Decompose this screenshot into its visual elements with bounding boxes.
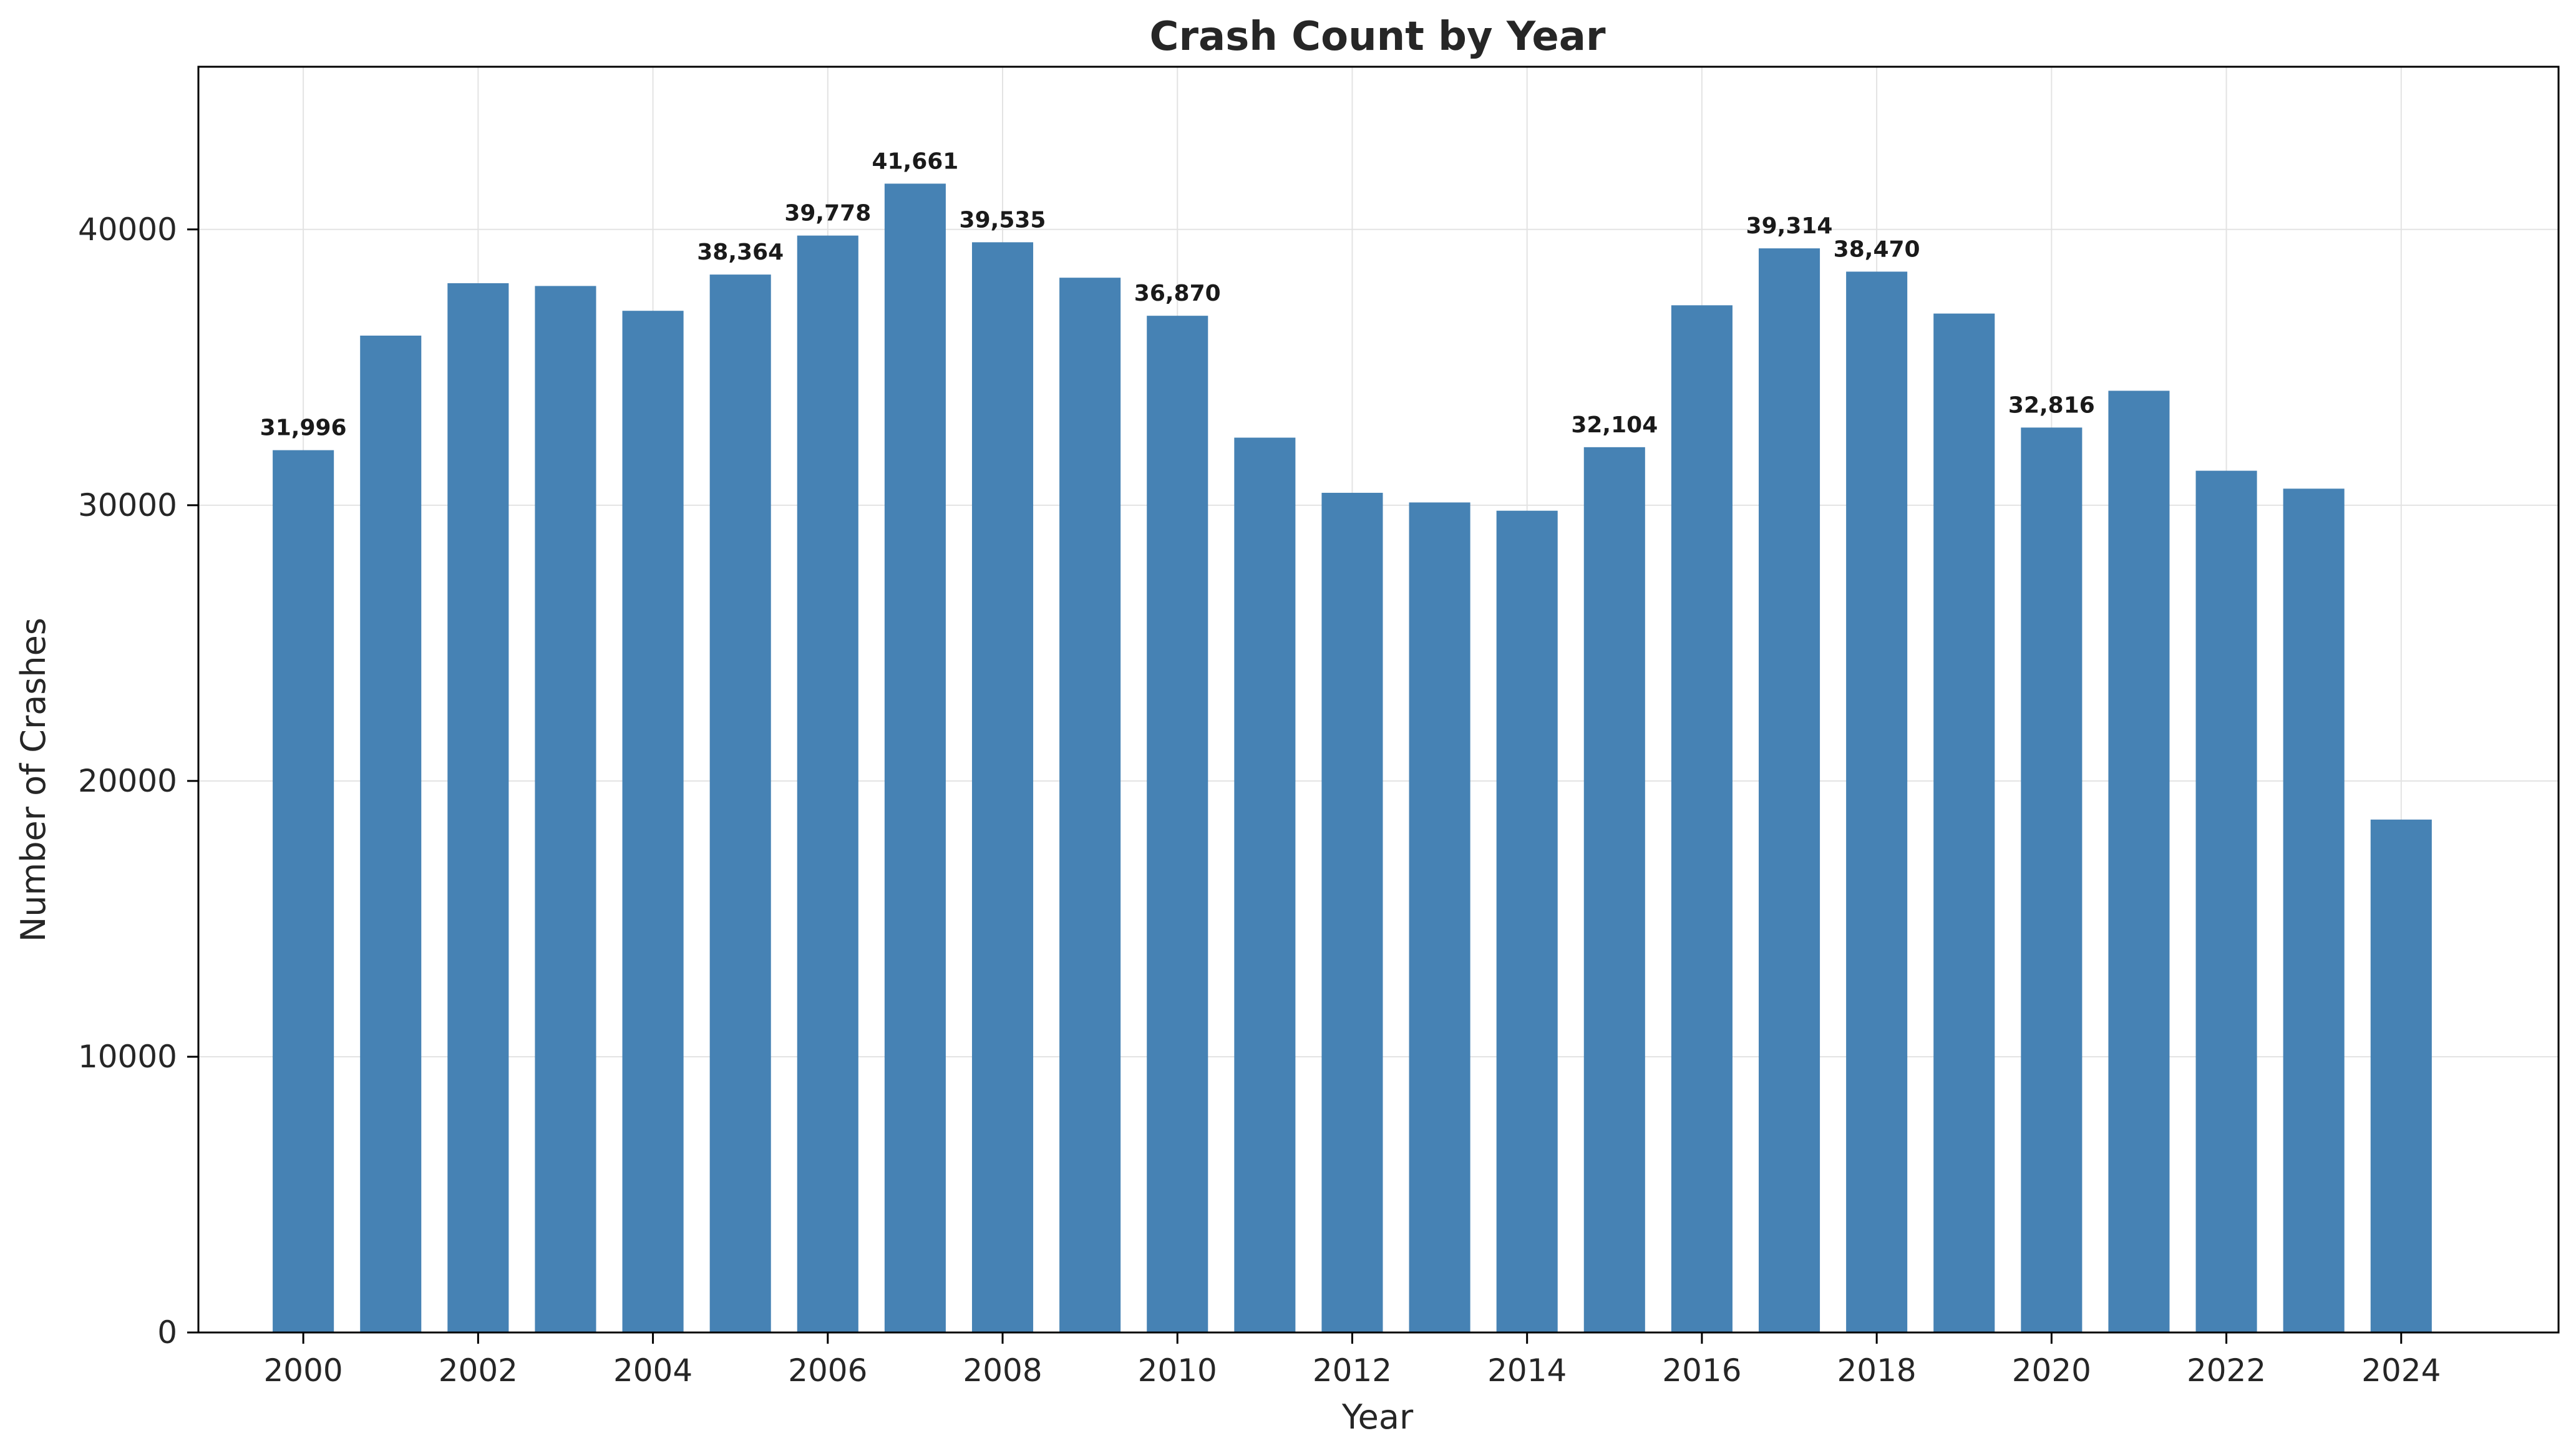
bar-2003: [535, 286, 596, 1332]
bar-2017: [1758, 248, 1820, 1332]
bar-2005: [709, 274, 771, 1332]
bar-2018: [1846, 271, 1908, 1332]
bar-2022: [2195, 470, 2257, 1332]
bar-2020: [2021, 427, 2083, 1332]
bar-2001: [360, 335, 422, 1332]
bar-2021: [2108, 391, 2170, 1333]
bar-2002: [447, 283, 509, 1333]
data-label-2005: 38,364: [697, 240, 784, 265]
y-tick-label-0: 0: [157, 1314, 177, 1351]
bar-2007: [884, 183, 946, 1332]
bar-2008: [971, 242, 1034, 1332]
data-label-2017: 39,314: [1746, 213, 1833, 239]
bar-2015: [1583, 447, 1645, 1332]
x-tick-label-2006: 2006: [788, 1352, 867, 1389]
bars: [273, 183, 2432, 1333]
bar-2023: [2283, 488, 2345, 1333]
data-label-2000: 31,996: [260, 415, 347, 441]
y-tick-label-40000: 40000: [78, 211, 177, 248]
x-tick-label-2008: 2008: [963, 1352, 1042, 1389]
data-label-2010: 36,870: [1134, 281, 1221, 306]
data-label-2018: 38,470: [1834, 236, 1920, 262]
x-tick-label-2014: 2014: [1487, 1352, 1567, 1389]
bar-2009: [1059, 278, 1121, 1333]
x-tick-label-2022: 2022: [2187, 1352, 2266, 1389]
data-label-2008: 39,535: [960, 207, 1046, 233]
bar-2024: [2370, 819, 2432, 1332]
data-label-2006: 39,778: [784, 201, 871, 226]
x-tick-label-2020: 2020: [2012, 1352, 2091, 1389]
bar-2016: [1671, 305, 1733, 1332]
x-tick-label-2010: 2010: [1138, 1352, 1217, 1389]
y-tick-label-10000: 10000: [78, 1039, 177, 1075]
bar-2014: [1496, 510, 1558, 1332]
bar-2000: [273, 450, 334, 1332]
plot-frame: [197, 66, 2560, 1334]
data-label-2020: 32,816: [2008, 392, 2095, 418]
bar-2006: [797, 235, 858, 1333]
bar-2013: [1409, 502, 1470, 1332]
data-label-2007: 41,661: [872, 148, 958, 174]
x-tick-label-2000: 2000: [264, 1352, 343, 1389]
chart-title: Crash Count by Year: [1149, 14, 1605, 60]
y-tick-label-30000: 30000: [78, 487, 177, 523]
bar-2010: [1147, 316, 1208, 1332]
bar-2012: [1321, 492, 1383, 1332]
bar-2019: [1933, 313, 1995, 1332]
x-tick-label-2012: 2012: [1313, 1352, 1392, 1389]
y-tick-label-20000: 20000: [78, 763, 177, 799]
x-tick-label-2018: 2018: [1837, 1352, 1917, 1389]
axes: 2000 2002 2004 2006 2008 2010 2012 2014 2016 2018…: [78, 66, 2560, 1389]
data-label-2015: 32,104: [1571, 412, 1658, 438]
y-axis-label: Number of Crashes: [14, 618, 53, 942]
x-axis-label: Year: [1341, 1397, 1414, 1437]
x-tick-label-2016: 2016: [1662, 1352, 1741, 1389]
x-tick-label-2004: 2004: [613, 1352, 693, 1389]
bar-2004: [622, 311, 684, 1333]
x-tick-label-2002: 2002: [439, 1352, 518, 1389]
bar-2011: [1234, 437, 1296, 1332]
x-tick-label-2024: 2024: [2361, 1352, 2441, 1389]
